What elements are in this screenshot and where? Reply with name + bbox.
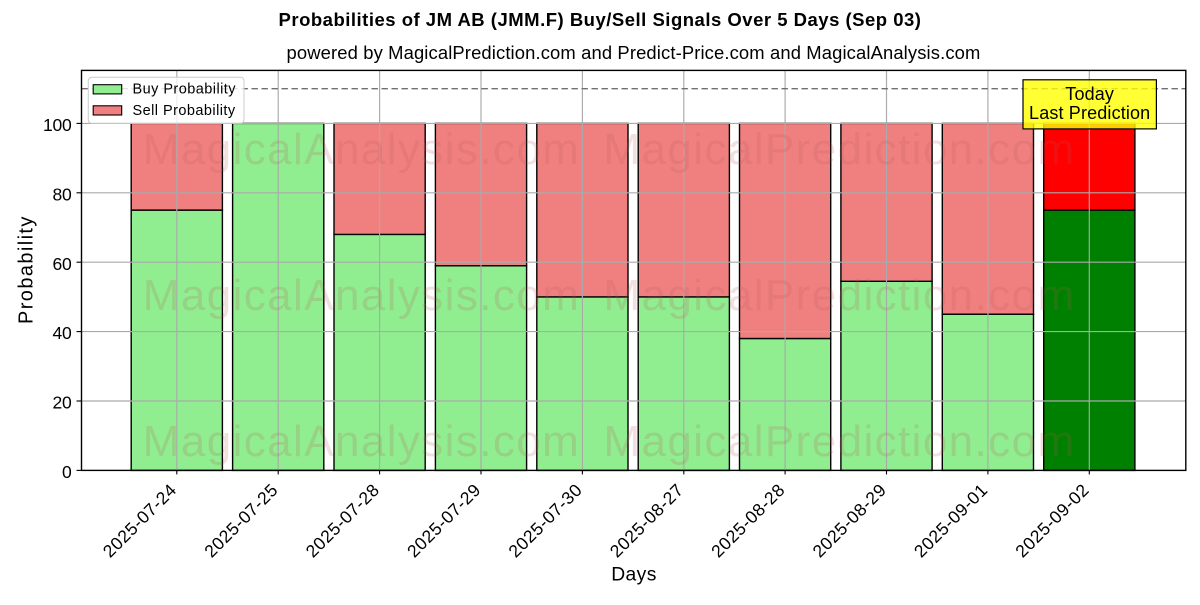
svg-text:MagicalPrediction.com: MagicalPrediction.com <box>603 417 1075 466</box>
svg-text:powered by MagicalPrediction.c: powered by MagicalPrediction.com and Pre… <box>287 42 981 63</box>
svg-text:MagicalAnalysis.com: MagicalAnalysis.com <box>143 417 580 466</box>
svg-text:Buy Probability: Buy Probability <box>133 82 237 98</box>
svg-text:20: 20 <box>53 393 72 413</box>
svg-text:MagicalAnalysis.com: MagicalAnalysis.com <box>143 271 580 320</box>
svg-text:0: 0 <box>62 462 72 482</box>
svg-text:MagicalAnalysis.com: MagicalAnalysis.com <box>143 125 580 174</box>
svg-text:MagicalPrediction.com: MagicalPrediction.com <box>603 271 1075 320</box>
svg-text:80: 80 <box>53 184 72 204</box>
svg-text:Last Prediction: Last Prediction <box>1029 103 1150 123</box>
svg-text:40: 40 <box>53 323 72 343</box>
svg-text:100: 100 <box>43 115 72 135</box>
svg-text:Days: Days <box>611 565 657 586</box>
svg-text:Probabilities of JM AB (JMM.F): Probabilities of JM AB (JMM.F) Buy/Sell … <box>279 9 922 30</box>
svg-text:Today: Today <box>1065 84 1114 104</box>
svg-text:Probability: Probability <box>16 215 38 324</box>
svg-text:60: 60 <box>53 254 72 274</box>
svg-text:Sell Probability: Sell Probability <box>133 103 236 119</box>
svg-text:MagicalPrediction.com: MagicalPrediction.com <box>603 125 1075 174</box>
